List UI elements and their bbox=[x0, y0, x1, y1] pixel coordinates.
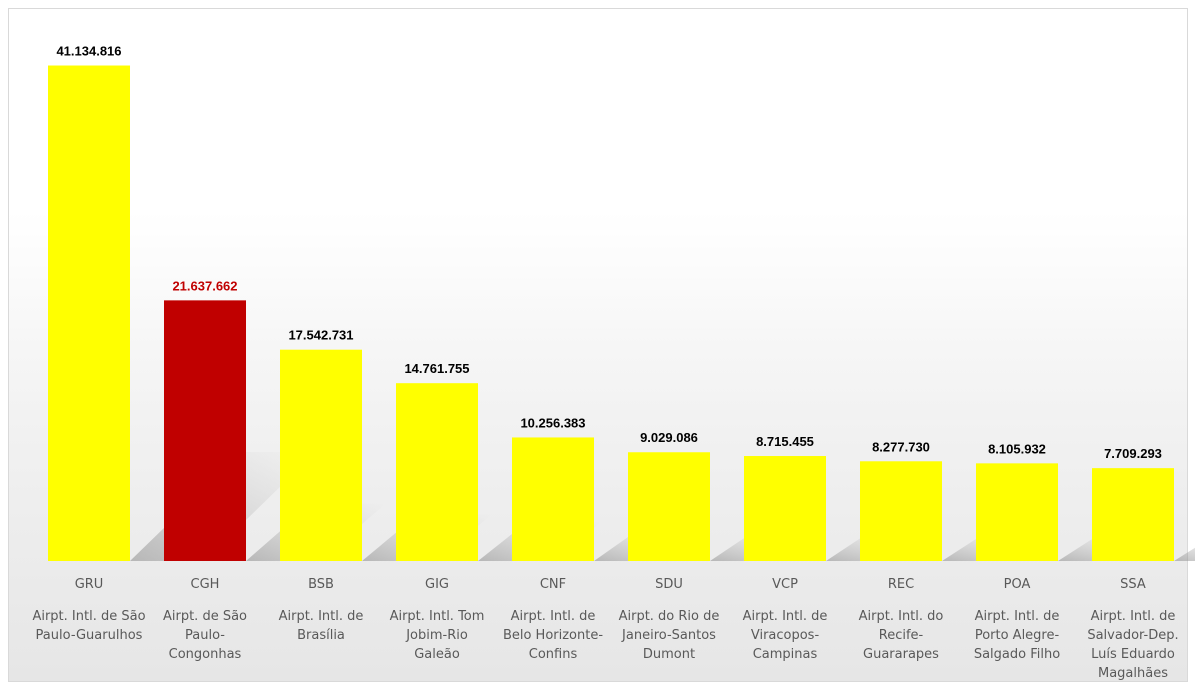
value-label-poa: 8.105.932 bbox=[988, 441, 1046, 456]
value-label-bsb: 17.542.731 bbox=[288, 328, 353, 343]
category-name-poa-line-1: Airpt. Intl. de bbox=[975, 609, 1060, 624]
category-code-gru: GRU bbox=[75, 577, 104, 592]
bar-bsb bbox=[280, 350, 362, 561]
category-name-rec-line-3: Guararapes bbox=[863, 647, 939, 662]
bar-gru bbox=[48, 66, 130, 561]
value-label-cnf: 10.256.383 bbox=[520, 415, 585, 430]
category-name-cgh-line-2: Paulo- bbox=[185, 628, 225, 643]
category-name-gru-line-2: Paulo-Guarulhos bbox=[36, 628, 143, 643]
bar-cgh bbox=[164, 300, 246, 561]
category-name-gig-line-1: Airpt. Intl. Tom bbox=[390, 609, 485, 624]
category-name-cnf-line-3: Confins bbox=[529, 647, 578, 662]
bars bbox=[48, 66, 1174, 561]
bar-poa bbox=[976, 463, 1058, 561]
bar-vcp bbox=[744, 456, 826, 561]
category-code-gig: GIG bbox=[425, 577, 449, 592]
category-name-sdu-line-1: Airpt. do Rio de bbox=[619, 609, 720, 624]
category-code-sdu: SDU bbox=[655, 577, 683, 592]
value-label-vcp: 8.715.455 bbox=[756, 434, 814, 449]
category-name-vcp-line-1: Airpt. Intl. de bbox=[743, 609, 828, 624]
category-name-sdu-line-3: Dumont bbox=[643, 647, 695, 662]
bar-sdu bbox=[628, 452, 710, 561]
category-name-gig-line-2: Jobim-Rio bbox=[405, 628, 468, 643]
category-code-cnf: CNF bbox=[540, 577, 566, 592]
category-code-labels: GRU CGH BSB GIG CNF SDU VCP REC POA SSA bbox=[75, 577, 1146, 592]
category-name-ssa-line-4: Magalhães bbox=[1098, 666, 1168, 681]
category-name-bsb-line-2: Brasília bbox=[297, 628, 345, 643]
category-name-rec-line-1: Airpt. Intl. do bbox=[859, 609, 944, 624]
value-label-cgh: 21.637.662 bbox=[172, 278, 237, 293]
category-code-rec: REC bbox=[888, 577, 914, 592]
category-name-vcp-line-2: Viracopos- bbox=[751, 628, 820, 643]
value-label-ssa: 7.709.293 bbox=[1104, 446, 1162, 461]
value-label-gig: 14.761.755 bbox=[404, 361, 469, 376]
category-code-ssa: SSA bbox=[1120, 577, 1146, 592]
value-label-sdu: 9.029.086 bbox=[640, 430, 698, 445]
value-label-gru: 41.134.816 bbox=[56, 44, 121, 59]
value-label-rec: 8.277.730 bbox=[872, 439, 930, 454]
bar-cnf bbox=[512, 437, 594, 561]
category-code-poa: POA bbox=[1004, 577, 1031, 592]
category-name-sdu-line-2: Janeiro-Santos bbox=[621, 628, 716, 643]
category-name-cgh-line-1: Airpt. de São bbox=[163, 609, 247, 624]
category-name-gig-line-3: Galeão bbox=[414, 647, 460, 662]
category-name-poa-line-3: Salgado Filho bbox=[974, 647, 1060, 662]
category-name-bsb-line-1: Airpt. Intl. de bbox=[279, 609, 364, 624]
category-name-vcp-line-3: Campinas bbox=[753, 647, 818, 662]
category-name-poa-line-2: Porto Alegre- bbox=[975, 628, 1060, 643]
category-name-ssa-line-2: Salvador-Dep. bbox=[1087, 628, 1178, 643]
bar-shadow-ssa bbox=[1174, 541, 1195, 561]
category-name-labels: Airpt. Intl. de São Paulo-Guarulhos Airpt.… bbox=[32, 609, 1178, 681]
bar-ssa bbox=[1092, 468, 1174, 561]
category-name-rec-line-2: Recife- bbox=[879, 628, 924, 643]
category-name-ssa-line-3: Luís Eduardo bbox=[1091, 647, 1175, 662]
bar-rec bbox=[860, 461, 942, 561]
category-name-gru-line-1: Airpt. Intl. de São bbox=[32, 609, 145, 624]
category-code-vcp: VCP bbox=[772, 577, 798, 592]
category-name-cnf-line-2: Belo Horizonte- bbox=[503, 628, 603, 643]
bar-gig bbox=[396, 383, 478, 561]
category-name-cgh-line-3: Congonhas bbox=[169, 647, 242, 662]
category-code-cgh: CGH bbox=[191, 577, 220, 592]
category-name-ssa-line-1: Airpt. Intl. de bbox=[1091, 609, 1176, 624]
category-code-bsb: BSB bbox=[308, 577, 334, 592]
category-name-cnf-line-1: Airpt. Intl. de bbox=[511, 609, 596, 624]
